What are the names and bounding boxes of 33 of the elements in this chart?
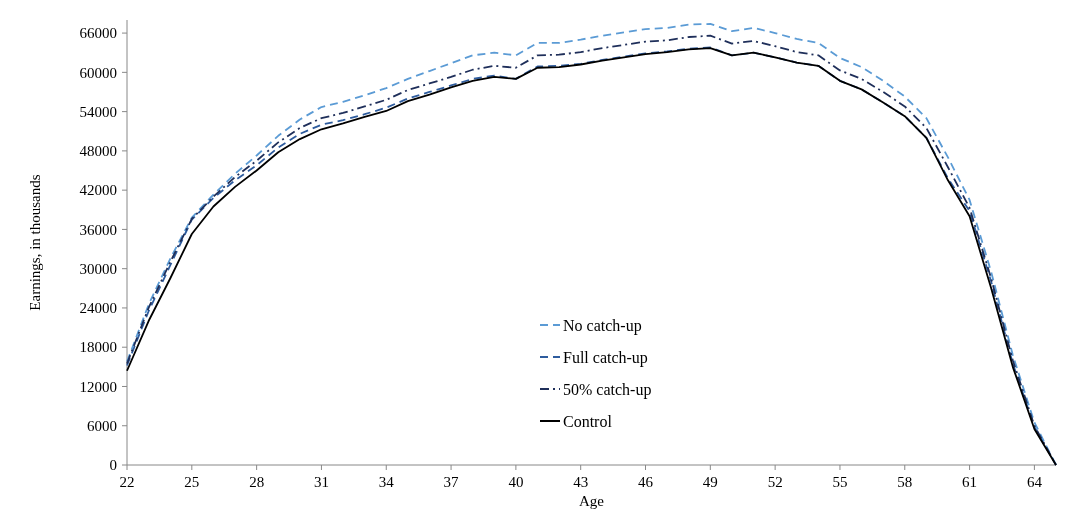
legend-label: Control (563, 412, 613, 430)
x-tick-label: 55 (832, 474, 848, 490)
y-tick-label: 30000 (79, 260, 117, 277)
x-tick-label: 43 (573, 474, 589, 490)
x-tick-label: 40 (508, 474, 524, 490)
legend-label: 50% catch-up (563, 380, 652, 399)
y-tick-label: 18000 (79, 339, 117, 356)
y-tick-label: 48000 (79, 143, 117, 160)
y-tick-label: 0 (109, 457, 117, 474)
x-tick-label: 37 (443, 474, 460, 490)
y-tick-label: 54000 (79, 103, 117, 120)
legend-label: No catch-up (563, 316, 642, 335)
x-tick-label: 22 (119, 474, 135, 490)
x-tick-label: 34 (378, 474, 395, 490)
legend-label: Full catch-up (563, 348, 648, 367)
x-tick-label: 52 (767, 474, 783, 490)
y-tick-label: 60000 (79, 64, 117, 81)
y-tick-label: 6000 (87, 417, 117, 434)
y-tick-label: 24000 (79, 300, 117, 317)
x-axis-title: Age (579, 493, 605, 509)
y-tick-label: 42000 (79, 182, 117, 199)
y-tick-label: 66000 (79, 25, 117, 42)
x-tick-label: 25 (184, 474, 200, 490)
x-tick-label: 28 (249, 474, 265, 490)
x-tick-label: 46 (638, 474, 654, 490)
x-tick-label: 31 (313, 474, 329, 490)
y-tick-label: 36000 (79, 221, 117, 238)
x-tick-label: 61 (962, 474, 978, 490)
x-tick-label: 49 (702, 474, 718, 490)
y-axis-title: Earnings, in thousands (27, 174, 43, 311)
y-tick-label: 12000 (79, 378, 117, 395)
x-tick-label: 64 (1026, 474, 1043, 490)
x-tick-label: 58 (897, 474, 913, 490)
